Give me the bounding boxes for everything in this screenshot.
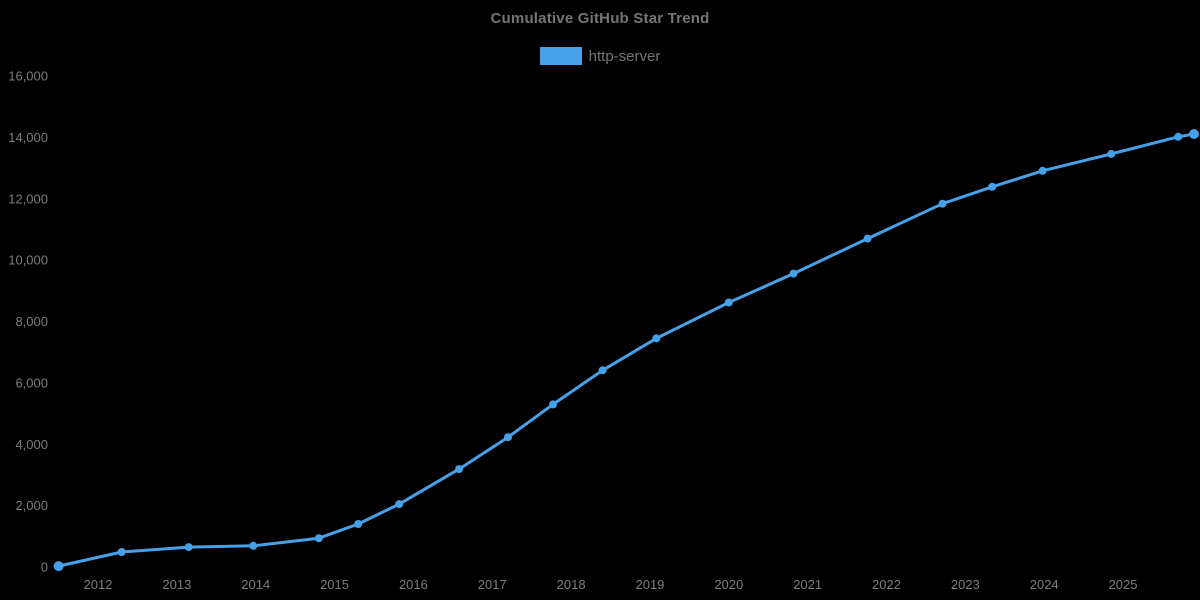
data-point[interactable] bbox=[1038, 166, 1047, 175]
y-tick-label: 10,000 bbox=[8, 253, 48, 268]
x-tick-label: 2024 bbox=[1030, 577, 1059, 592]
x-tick-label: 2015 bbox=[320, 577, 349, 592]
legend-swatch-icon bbox=[539, 47, 582, 65]
data-point[interactable] bbox=[598, 366, 607, 375]
data-point[interactable] bbox=[455, 465, 464, 474]
legend-item-http-server[interactable]: http-server bbox=[539, 47, 661, 65]
legend: http-server bbox=[0, 47, 1200, 65]
data-point[interactable] bbox=[724, 298, 733, 307]
data-point[interactable] bbox=[988, 182, 997, 191]
data-point[interactable] bbox=[354, 520, 363, 528]
data-point[interactable] bbox=[249, 541, 258, 550]
x-tick-label: 2020 bbox=[714, 577, 743, 592]
series-line bbox=[57, 132, 1196, 568]
y-tick-label: 0 bbox=[41, 560, 48, 575]
y-tick-label: 8,000 bbox=[15, 314, 48, 329]
x-tick-label: 2023 bbox=[951, 577, 980, 592]
x-tick-label: 2017 bbox=[478, 577, 507, 592]
data-point[interactable] bbox=[652, 334, 661, 343]
y-tick-label: 14,000 bbox=[8, 130, 48, 145]
x-tick-label: 2016 bbox=[399, 577, 428, 592]
y-tick-label: 6,000 bbox=[15, 375, 48, 390]
data-point[interactable] bbox=[1189, 129, 1199, 139]
y-tick-label: 2,000 bbox=[15, 498, 48, 513]
data-point[interactable] bbox=[314, 534, 323, 543]
x-tick-label: 2021 bbox=[793, 577, 822, 592]
data-point[interactable] bbox=[395, 500, 404, 509]
x-tick-label: 2022 bbox=[872, 577, 901, 592]
legend-label: http-server bbox=[588, 47, 661, 65]
x-tick-label: 2025 bbox=[1109, 577, 1138, 592]
data-point[interactable] bbox=[184, 543, 193, 552]
data-point[interactable] bbox=[117, 548, 126, 556]
chart-title: Cumulative GitHub Star Trend bbox=[490, 10, 710, 27]
x-tick-label: 2013 bbox=[162, 577, 191, 592]
y-tick-label: 12,000 bbox=[8, 191, 48, 206]
x-tick-label: 2014 bbox=[241, 577, 270, 592]
data-point[interactable] bbox=[504, 433, 512, 442]
x-tick-label: 2012 bbox=[84, 577, 113, 592]
y-tick-label: 4,000 bbox=[15, 437, 48, 452]
data-point[interactable] bbox=[1174, 132, 1183, 141]
data-point[interactable] bbox=[789, 269, 798, 278]
x-tick-label: 2018 bbox=[557, 577, 586, 592]
data-point[interactable] bbox=[1107, 149, 1116, 158]
x-tick-label: 2019 bbox=[635, 577, 664, 592]
y-tick-label: 16,000 bbox=[8, 69, 48, 84]
data-point[interactable] bbox=[863, 234, 872, 243]
data-point[interactable] bbox=[53, 561, 64, 572]
data-point[interactable] bbox=[549, 400, 557, 409]
data-point[interactable] bbox=[938, 199, 947, 208]
